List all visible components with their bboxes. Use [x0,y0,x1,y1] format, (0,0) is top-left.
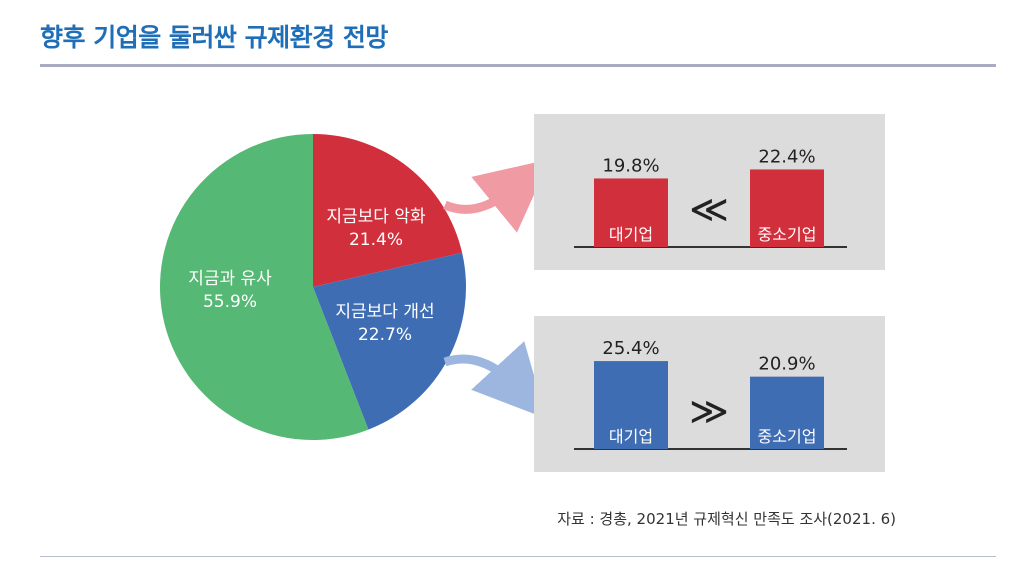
source-note: 자료 : 경총, 2021년 규제혁신 만족도 조사(2021. 6) [557,510,896,528]
slice-value-label: 21.4% [349,230,403,250]
bar-value-label: 20.9% [758,354,815,375]
comparison-symbol: ≫ [689,389,729,433]
bottom-divider [40,556,996,557]
slice-value-label: 22.7% [358,325,412,345]
worse-comparison-panel: 19.8% 대기업 22.4% 중소기업 ≪ [534,114,885,270]
bar-category-label: 대기업 [609,427,653,446]
comparison-symbol: ≪ [689,187,729,231]
better-comparison-panel: 25.4% 대기업 20.9% 중소기업 ≫ [534,316,885,472]
bar-category-label: 대기업 [609,225,653,244]
bar [594,178,668,247]
bar [750,376,824,449]
pie-slice [313,134,463,287]
bar-category-label: 중소기업 [758,427,817,446]
bar-value-label: 19.8% [602,155,659,176]
slice-label: 지금보다 악화 [326,207,426,227]
pie-slice [313,252,466,430]
bar-panels: 19.8% 대기업 22.4% 중소기업 ≪ 25.4% 대기업 20.9% 중소기업 ≫ [534,114,885,472]
pie-chart: 지금보다 악화 21.4% 지금보다 개선 22.7% 지금과 유사 55.9% [159,134,466,441]
bar-category-label: 중소기업 [758,225,817,244]
slice-label: 지금과 유사 [188,269,272,289]
bar [594,361,668,449]
bar-value-label: 22.4% [758,146,815,167]
arrow-to-worse-panel [443,159,550,233]
page-title: 향후 기업을 둘러싼 규제환경 전망 [40,23,388,52]
slice-label: 지금보다 개선 [335,302,434,322]
slice-value-label: 55.9% [203,292,257,312]
pie-slice [159,134,369,441]
panel-background [534,114,885,270]
panel-background [534,316,885,472]
bar [750,169,824,247]
arrow-to-better-panel [443,341,547,419]
bar-value-label: 25.4% [602,338,659,359]
title-divider [40,64,996,67]
